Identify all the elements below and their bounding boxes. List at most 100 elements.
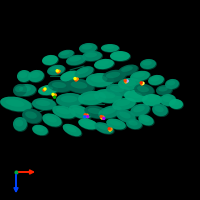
Ellipse shape <box>47 65 66 76</box>
Ellipse shape <box>99 91 115 99</box>
Ellipse shape <box>71 81 87 89</box>
Ellipse shape <box>162 96 172 102</box>
Ellipse shape <box>169 99 184 110</box>
Ellipse shape <box>104 45 114 49</box>
Circle shape <box>124 80 126 82</box>
Ellipse shape <box>86 73 115 88</box>
Ellipse shape <box>139 115 155 126</box>
Circle shape <box>102 116 104 118</box>
Ellipse shape <box>101 44 120 53</box>
Ellipse shape <box>142 94 163 107</box>
Ellipse shape <box>60 71 81 82</box>
Ellipse shape <box>48 80 73 93</box>
Ellipse shape <box>78 119 99 130</box>
Ellipse shape <box>106 84 130 96</box>
Ellipse shape <box>79 43 97 53</box>
Ellipse shape <box>110 51 131 62</box>
Ellipse shape <box>167 80 175 86</box>
Circle shape <box>87 116 89 118</box>
Ellipse shape <box>17 70 31 82</box>
Ellipse shape <box>28 70 45 83</box>
Ellipse shape <box>130 104 151 117</box>
Ellipse shape <box>66 55 86 65</box>
Ellipse shape <box>66 79 94 93</box>
Ellipse shape <box>106 119 126 129</box>
Ellipse shape <box>34 126 44 132</box>
Ellipse shape <box>101 44 119 52</box>
Ellipse shape <box>50 66 60 72</box>
Circle shape <box>74 78 76 80</box>
Ellipse shape <box>38 85 58 95</box>
Ellipse shape <box>13 117 28 132</box>
Ellipse shape <box>19 86 31 92</box>
Circle shape <box>108 128 110 130</box>
Ellipse shape <box>118 65 139 76</box>
Circle shape <box>52 93 54 95</box>
Ellipse shape <box>42 55 58 65</box>
Ellipse shape <box>98 106 123 120</box>
Ellipse shape <box>106 119 127 130</box>
Ellipse shape <box>66 79 95 94</box>
Ellipse shape <box>84 106 109 119</box>
Ellipse shape <box>169 99 183 109</box>
Ellipse shape <box>109 120 121 126</box>
Ellipse shape <box>19 72 27 78</box>
Ellipse shape <box>32 125 48 135</box>
Circle shape <box>75 79 77 81</box>
Ellipse shape <box>121 66 133 72</box>
Circle shape <box>54 94 56 96</box>
Ellipse shape <box>58 50 74 58</box>
Ellipse shape <box>0 97 33 112</box>
Ellipse shape <box>116 100 130 106</box>
Ellipse shape <box>15 86 23 92</box>
Ellipse shape <box>81 120 93 126</box>
Ellipse shape <box>160 94 177 107</box>
Circle shape <box>57 71 59 73</box>
Ellipse shape <box>156 85 173 96</box>
Ellipse shape <box>65 126 77 132</box>
Ellipse shape <box>82 51 102 61</box>
Ellipse shape <box>110 51 130 61</box>
Ellipse shape <box>130 71 150 81</box>
Circle shape <box>140 82 142 84</box>
Ellipse shape <box>134 84 154 96</box>
Ellipse shape <box>6 99 24 107</box>
Ellipse shape <box>84 106 108 118</box>
Ellipse shape <box>16 84 36 96</box>
Ellipse shape <box>94 122 114 134</box>
Ellipse shape <box>79 43 98 54</box>
Circle shape <box>101 117 103 119</box>
Ellipse shape <box>75 66 95 79</box>
Ellipse shape <box>128 120 138 126</box>
Ellipse shape <box>63 124 82 137</box>
Ellipse shape <box>119 112 131 118</box>
Ellipse shape <box>56 108 70 114</box>
Ellipse shape <box>0 97 32 111</box>
Ellipse shape <box>32 125 49 136</box>
Ellipse shape <box>133 106 145 112</box>
Ellipse shape <box>112 98 136 110</box>
Ellipse shape <box>22 109 42 123</box>
Ellipse shape <box>86 73 114 87</box>
Ellipse shape <box>38 85 59 96</box>
Ellipse shape <box>63 72 75 78</box>
Ellipse shape <box>95 122 115 135</box>
Ellipse shape <box>112 98 137 111</box>
Ellipse shape <box>48 80 72 92</box>
Ellipse shape <box>94 89 122 103</box>
Ellipse shape <box>69 105 91 119</box>
Ellipse shape <box>32 98 56 110</box>
Ellipse shape <box>122 80 136 86</box>
Ellipse shape <box>88 108 102 114</box>
Ellipse shape <box>133 72 145 78</box>
Circle shape <box>76 78 78 80</box>
Ellipse shape <box>13 84 28 97</box>
Ellipse shape <box>13 84 27 96</box>
Ellipse shape <box>106 72 120 78</box>
Ellipse shape <box>102 70 126 82</box>
Ellipse shape <box>94 89 123 104</box>
Ellipse shape <box>110 86 124 92</box>
Ellipse shape <box>32 98 57 111</box>
Ellipse shape <box>134 84 155 97</box>
Ellipse shape <box>140 59 156 69</box>
